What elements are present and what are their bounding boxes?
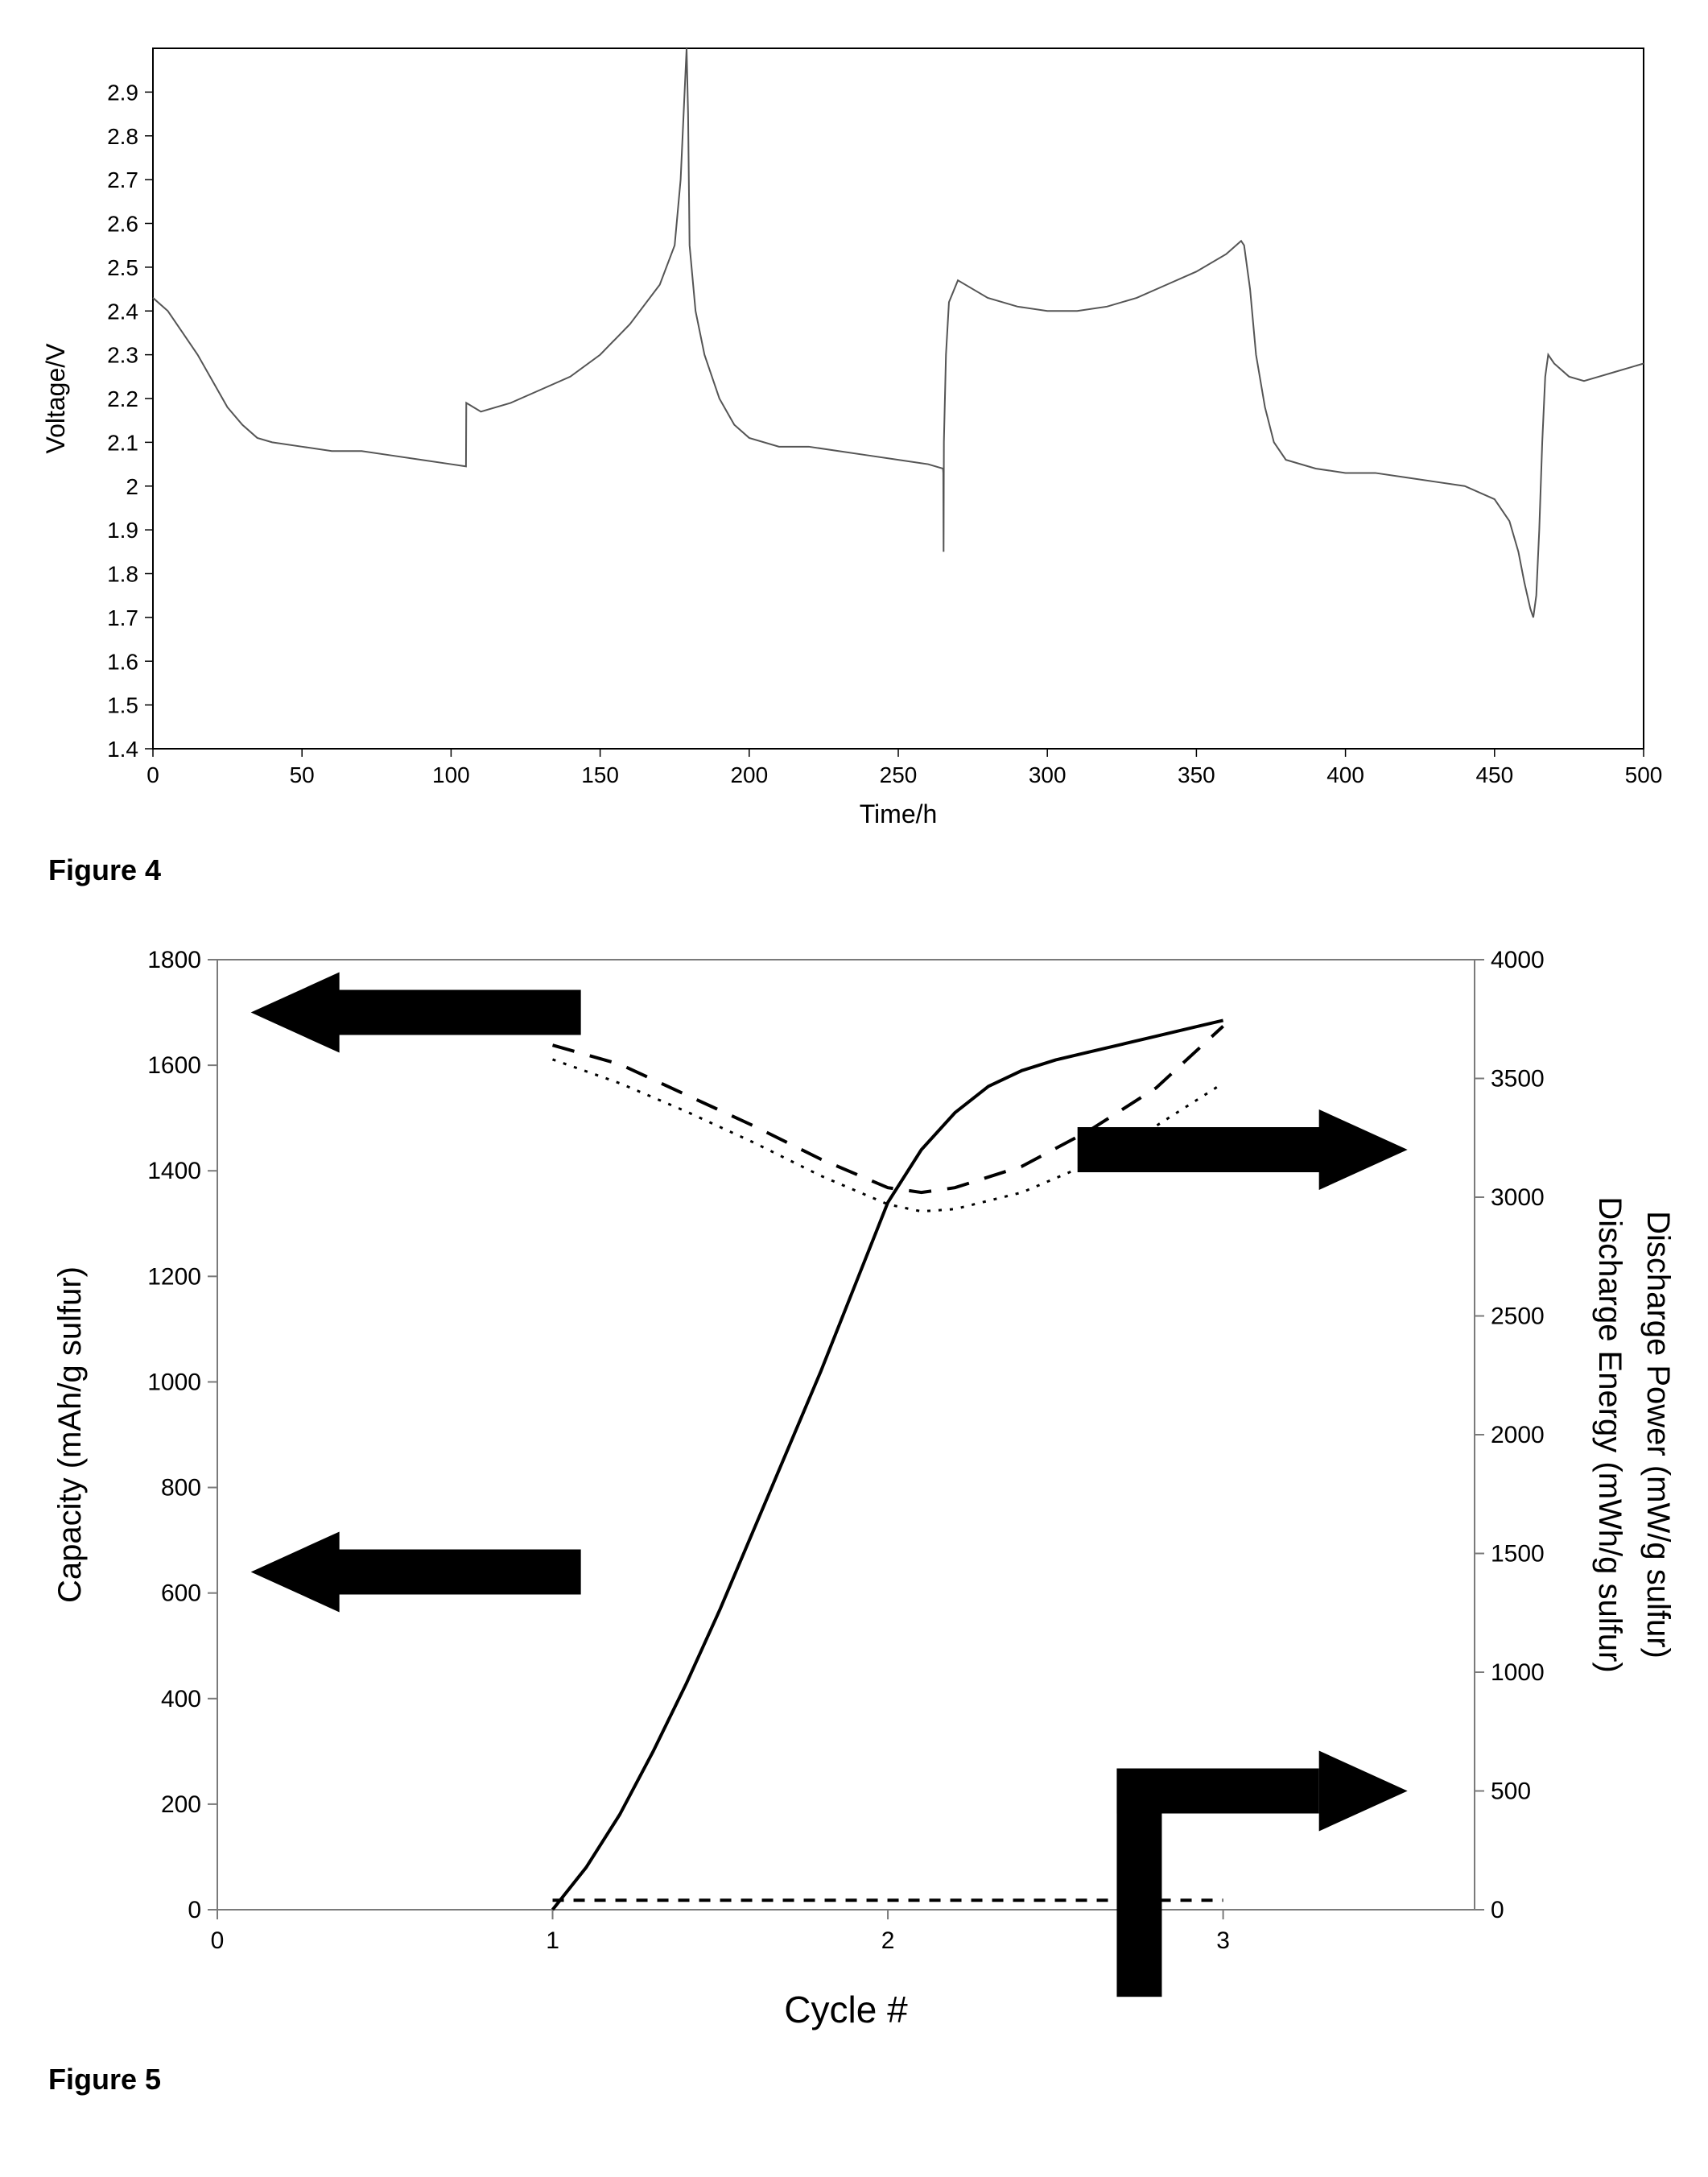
svg-text:150: 150 xyxy=(581,762,619,787)
svg-text:1.6: 1.6 xyxy=(107,649,138,674)
svg-text:2500: 2500 xyxy=(1491,1303,1545,1330)
svg-text:200: 200 xyxy=(161,1791,201,1818)
svg-text:1200: 1200 xyxy=(147,1263,201,1290)
svg-text:1.8: 1.8 xyxy=(107,562,138,587)
svg-text:1400: 1400 xyxy=(147,1158,201,1184)
svg-text:800: 800 xyxy=(161,1475,201,1502)
svg-text:2.8: 2.8 xyxy=(107,124,138,149)
svg-text:2.1: 2.1 xyxy=(107,430,138,455)
svg-text:3: 3 xyxy=(1216,1927,1230,1954)
svg-text:50: 50 xyxy=(290,762,315,787)
svg-text:500: 500 xyxy=(1491,1778,1531,1805)
svg-text:2.6: 2.6 xyxy=(107,212,138,237)
svg-text:Time/h: Time/h xyxy=(860,799,938,828)
svg-text:1500: 1500 xyxy=(1491,1541,1545,1568)
svg-text:Cycle #: Cycle # xyxy=(784,1989,908,2030)
svg-text:400: 400 xyxy=(1326,762,1364,787)
svg-text:400: 400 xyxy=(161,1686,201,1712)
svg-text:0: 0 xyxy=(146,762,159,787)
svg-text:0: 0 xyxy=(188,1897,201,1923)
svg-text:2: 2 xyxy=(126,474,138,499)
svg-text:1800: 1800 xyxy=(147,947,201,973)
svg-text:0: 0 xyxy=(211,1927,225,1954)
svg-text:1000: 1000 xyxy=(147,1369,201,1395)
svg-text:1: 1 xyxy=(546,1927,559,1954)
figure4-caption: Figure 4 xyxy=(48,853,1676,887)
svg-text:500: 500 xyxy=(1625,762,1663,787)
svg-text:300: 300 xyxy=(1029,762,1066,787)
svg-text:3000: 3000 xyxy=(1491,1184,1545,1211)
svg-text:3500: 3500 xyxy=(1491,1066,1545,1093)
figure5-caption: Figure 5 xyxy=(48,2063,1676,2096)
svg-text:2.9: 2.9 xyxy=(107,80,138,105)
svg-text:1.4: 1.4 xyxy=(107,737,138,762)
svg-text:2.4: 2.4 xyxy=(107,299,138,324)
svg-text:200: 200 xyxy=(730,762,768,787)
svg-text:2000: 2000 xyxy=(1491,1422,1545,1448)
figure5-svg: 0 200 400 600 800 1000 1200 1400 1600 1800 0 500 100… xyxy=(32,936,1676,2047)
svg-text:1.7: 1.7 xyxy=(107,605,138,630)
svg-text:4000: 4000 xyxy=(1491,947,1545,973)
svg-text:350: 350 xyxy=(1178,762,1215,787)
figure5-chart: 0 200 400 600 800 1000 1200 1400 1600 1800 0 500 100… xyxy=(32,936,1676,2047)
svg-text:1.5: 1.5 xyxy=(107,693,138,718)
svg-text:Voltage/V: Voltage/V xyxy=(41,343,70,454)
svg-text:0: 0 xyxy=(1491,1897,1504,1923)
svg-text:2.3: 2.3 xyxy=(107,343,138,368)
svg-text:2.5: 2.5 xyxy=(107,255,138,280)
svg-text:1.9: 1.9 xyxy=(107,518,138,543)
svg-text:Discharge Power (mW/g sulfur): Discharge Power (mW/g sulfur) xyxy=(1640,1211,1676,1659)
figure4-svg: 1.4 1.5 1.6 1.7 1.8 1.9 2 2.1 2.2 2.3 2.4 2.5 2.6 2.7… xyxy=(32,32,1676,837)
svg-text:Discharge Energy (mWh/g sulfur: Discharge Energy (mWh/g sulfur) xyxy=(1592,1196,1628,1672)
svg-text:2: 2 xyxy=(881,1927,895,1954)
svg-text:2.2: 2.2 xyxy=(107,386,138,411)
svg-text:1000: 1000 xyxy=(1491,1659,1545,1686)
svg-text:1600: 1600 xyxy=(147,1052,201,1079)
svg-text:100: 100 xyxy=(432,762,470,787)
svg-text:2.7: 2.7 xyxy=(107,167,138,192)
svg-text:Capacity (mAh/g sulfur): Capacity (mAh/g sulfur) xyxy=(52,1266,88,1603)
svg-text:250: 250 xyxy=(880,762,918,787)
figure4-chart: 1.4 1.5 1.6 1.7 1.8 1.9 2 2.1 2.2 2.3 2.4 2.5 2.6 2.7… xyxy=(32,32,1676,837)
svg-text:600: 600 xyxy=(161,1580,201,1607)
svg-text:450: 450 xyxy=(1475,762,1513,787)
